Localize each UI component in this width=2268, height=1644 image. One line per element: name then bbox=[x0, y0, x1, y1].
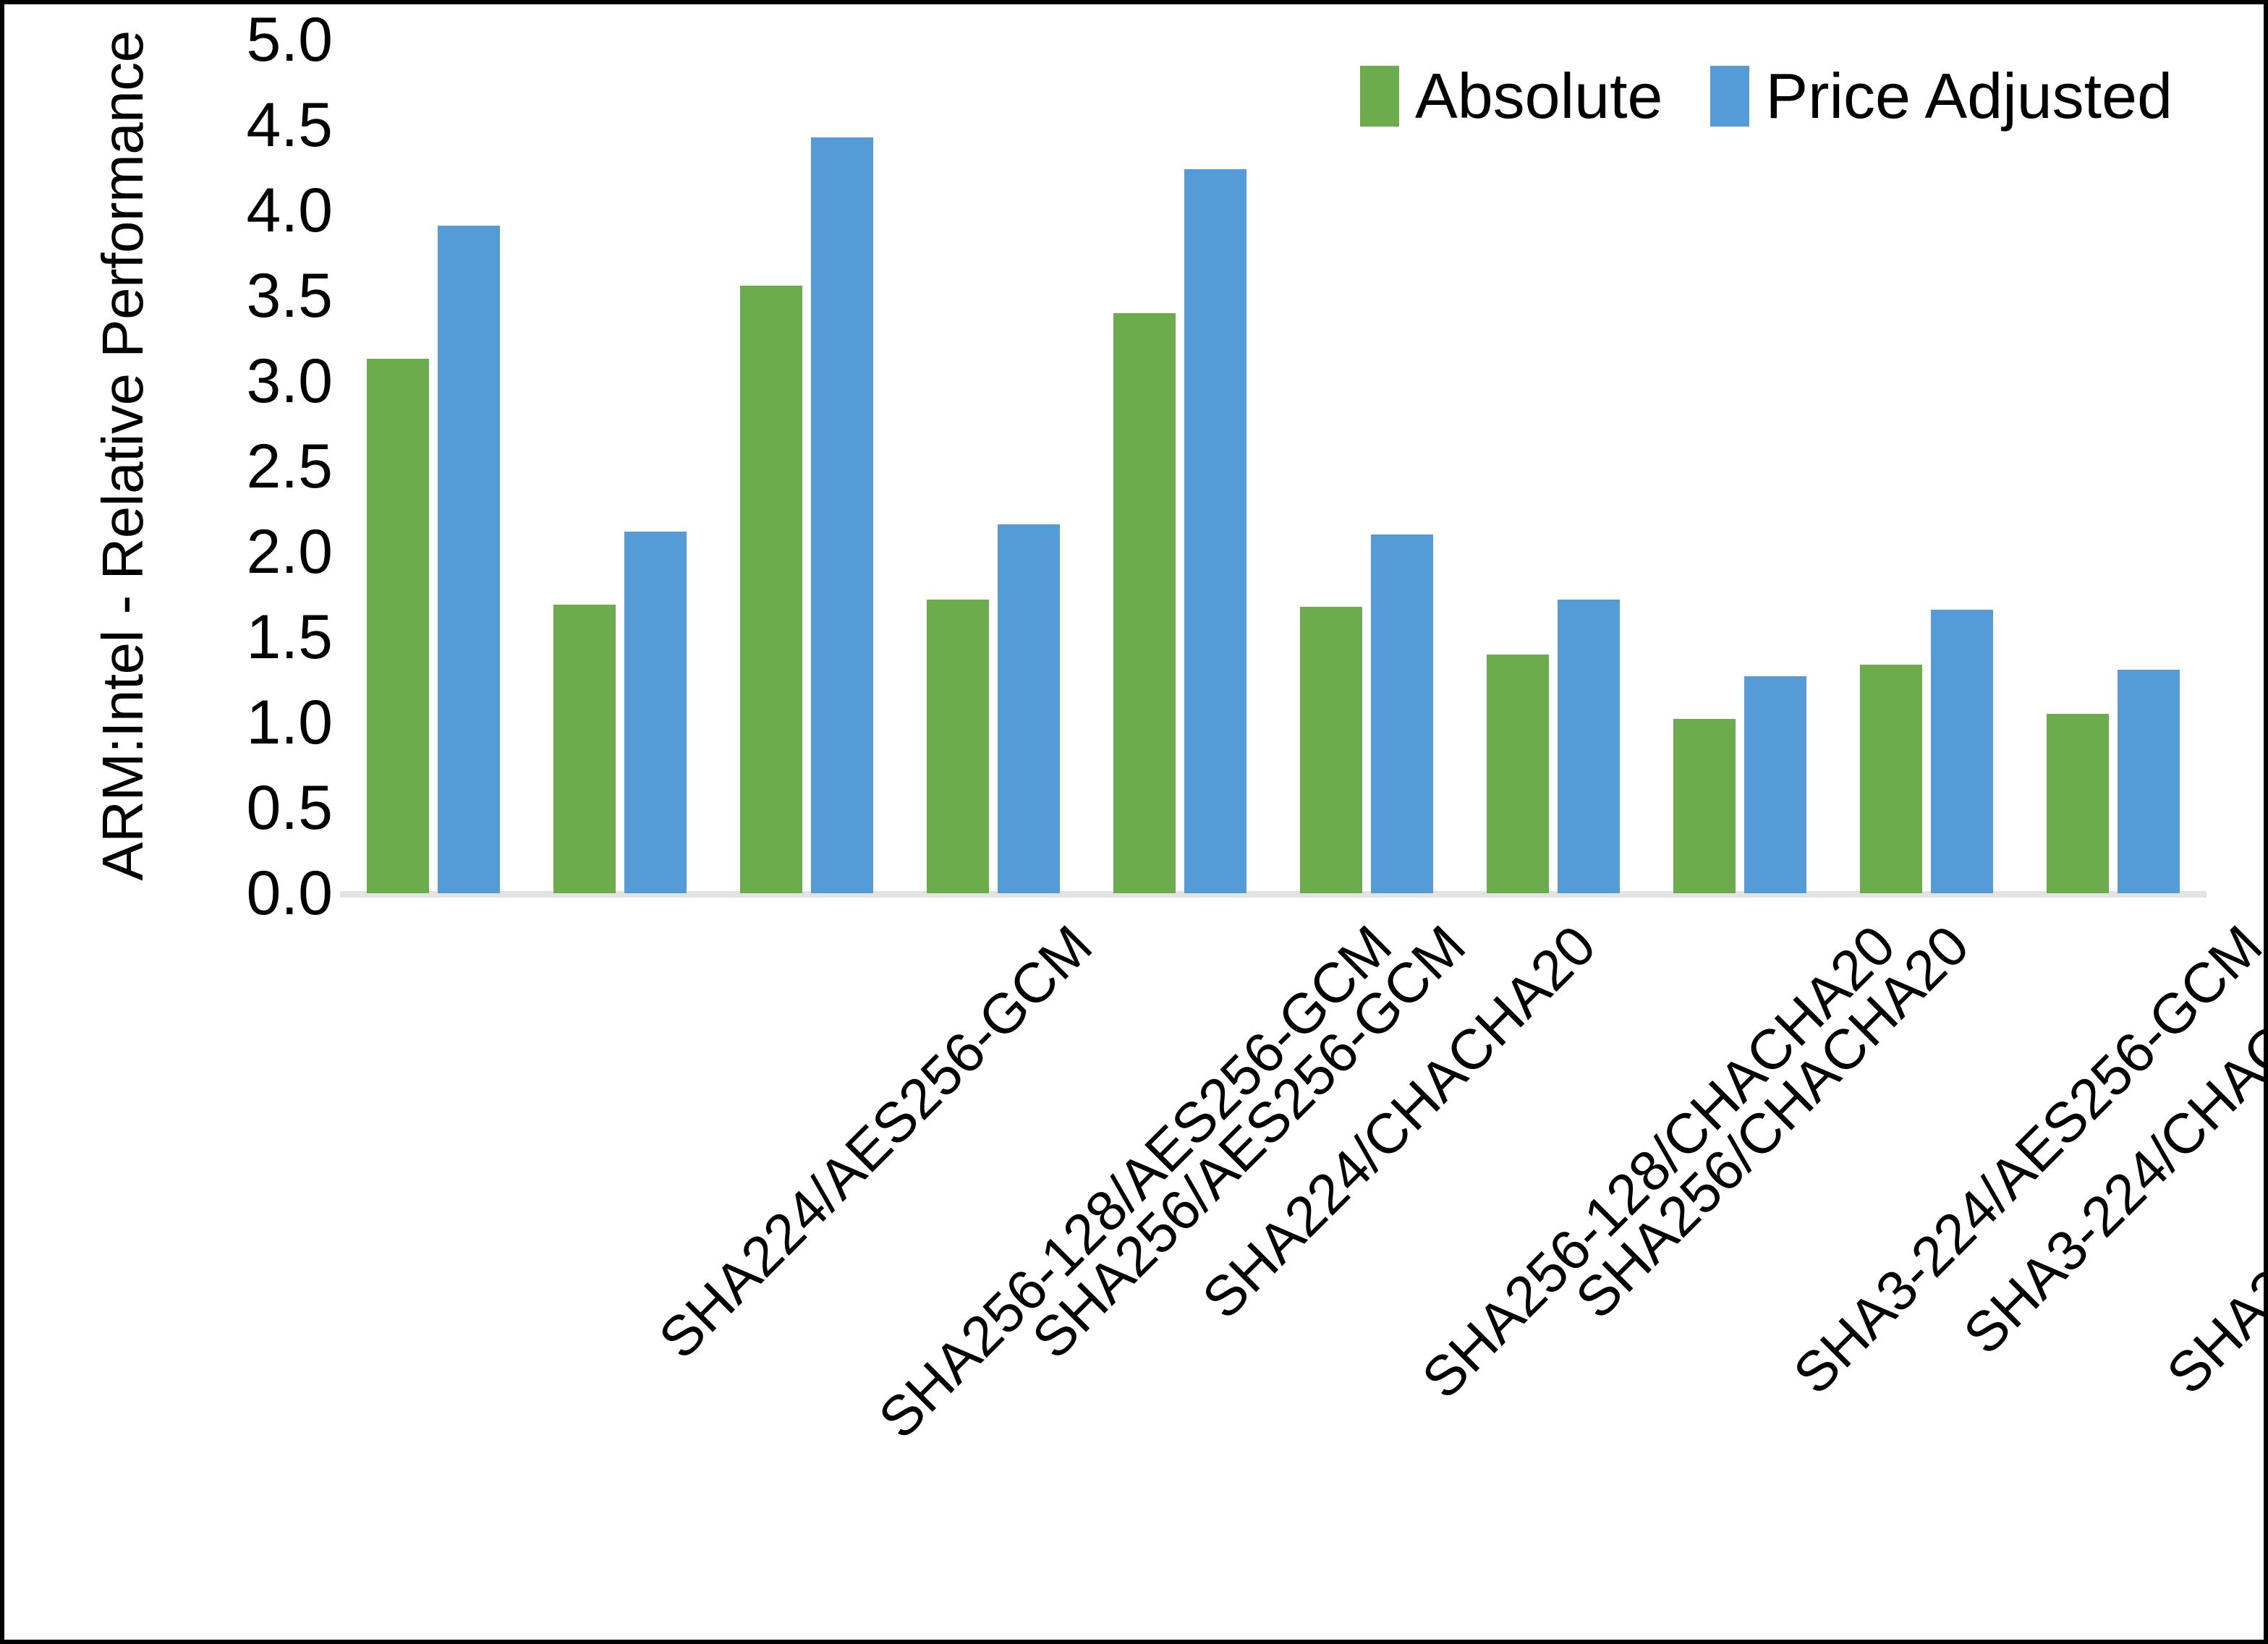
x-axis-baseline bbox=[340, 891, 2207, 898]
bar-group bbox=[2020, 40, 2207, 893]
bar-absolute[interactable] bbox=[1860, 664, 1922, 893]
chart-legend: Absolute Price Adjusted bbox=[1360, 59, 2173, 133]
bar-group bbox=[1833, 40, 2020, 893]
bar-price-adjusted[interactable] bbox=[1558, 600, 1620, 893]
bar-group bbox=[1273, 40, 1460, 893]
y-tick-label: 3.0 bbox=[246, 346, 333, 416]
bar-absolute[interactable] bbox=[740, 285, 802, 893]
bar-group bbox=[1087, 40, 1273, 893]
legend-label-absolute: Absolute bbox=[1415, 60, 1663, 132]
y-tick-label: 0.5 bbox=[246, 773, 333, 843]
bar-price-adjusted[interactable] bbox=[624, 531, 687, 893]
bar-absolute[interactable] bbox=[367, 359, 429, 893]
bar-group bbox=[340, 40, 527, 893]
bar-group bbox=[1460, 40, 1647, 893]
bar-group bbox=[713, 40, 900, 893]
bar-group bbox=[1647, 40, 1833, 893]
bar-absolute[interactable] bbox=[2047, 714, 2109, 893]
bar-absolute[interactable] bbox=[1113, 312, 1176, 893]
bar-absolute[interactable] bbox=[927, 600, 989, 893]
legend-label-price-adjusted: Price Adjusted bbox=[1765, 60, 2173, 132]
y-axis-tick-labels: 5.0 4.5 4.0 3.5 3.0 2.5 2.0 1.5 1.0 0.5 0.0 bbox=[174, 0, 333, 933]
y-tick-label: 4.0 bbox=[246, 176, 333, 245]
bar-price-adjusted[interactable] bbox=[1744, 676, 1806, 893]
bar-price-adjusted[interactable] bbox=[1184, 169, 1246, 893]
y-tick-label: 4.5 bbox=[246, 90, 333, 160]
bar-group bbox=[527, 40, 713, 893]
y-tick-label: 5.0 bbox=[246, 5, 333, 74]
y-tick-label: 1.0 bbox=[246, 688, 333, 757]
bar-price-adjusted[interactable] bbox=[438, 226, 500, 893]
legend-swatch-price-adjusted bbox=[1710, 66, 1750, 127]
bar-absolute[interactable] bbox=[1300, 606, 1362, 893]
y-tick-label: 3.5 bbox=[246, 261, 333, 331]
y-tick-label: 2.0 bbox=[246, 517, 333, 587]
bar-absolute[interactable] bbox=[553, 605, 616, 893]
bar-absolute[interactable] bbox=[1487, 654, 1549, 893]
x-axis-tick-labels: SHA224/AES256-GCM SHA256-128/AES256-GCM SH… bbox=[0, 904, 2268, 1627]
plot-area bbox=[340, 40, 2207, 893]
y-axis-title: ARM:Intel - Relative Performance bbox=[90, 30, 155, 881]
legend-item-price-adjusted[interactable]: Price Adjusted bbox=[1710, 59, 2173, 133]
bar-price-adjusted[interactable] bbox=[998, 524, 1060, 893]
bar-group bbox=[900, 40, 1087, 893]
bar-absolute[interactable] bbox=[1673, 719, 1736, 893]
bar-price-adjusted[interactable] bbox=[2118, 669, 2180, 893]
bar-price-adjusted[interactable] bbox=[1371, 534, 1433, 893]
y-tick-label: 2.5 bbox=[246, 432, 333, 501]
legend-item-absolute[interactable]: Absolute bbox=[1360, 59, 1662, 133]
bar-price-adjusted[interactable] bbox=[811, 137, 873, 893]
legend-swatch-absolute bbox=[1360, 66, 1399, 127]
bar-price-adjusted[interactable] bbox=[1931, 610, 1993, 893]
y-tick-label: 1.5 bbox=[246, 602, 333, 672]
y-tick-label: 0.0 bbox=[246, 859, 333, 928]
